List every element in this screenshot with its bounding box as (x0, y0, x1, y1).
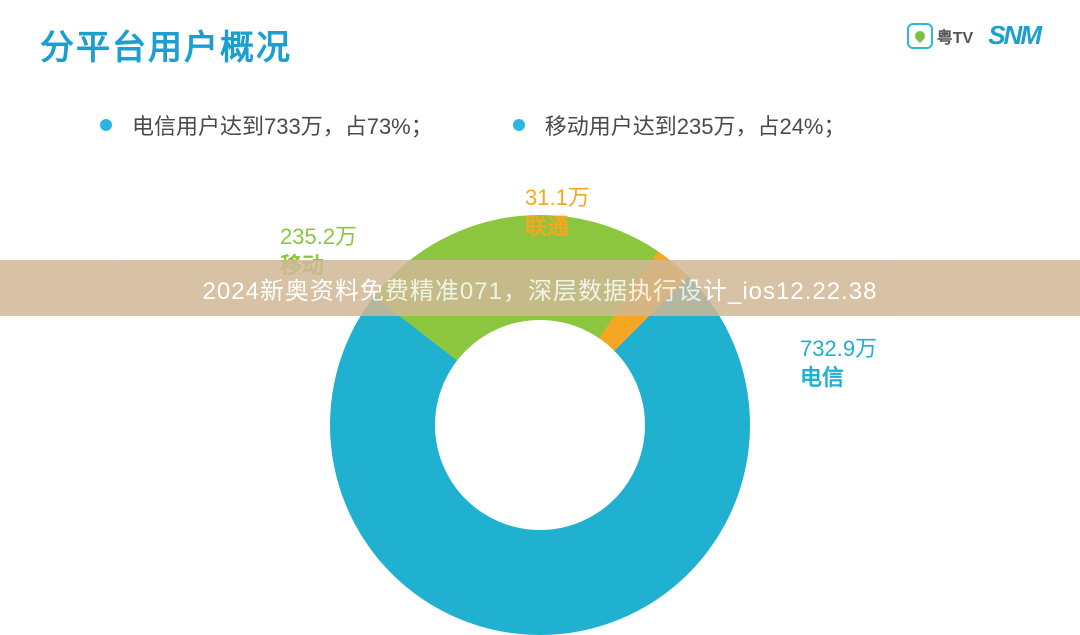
bullet-dot-icon (100, 119, 112, 131)
bullet-item: 移动用户达到235万，占24%； (513, 109, 846, 141)
chart-label-value: 31.1万 (525, 184, 590, 213)
header: 分平台用户概况 粤TV SNM (0, 0, 1080, 69)
page-title: 分平台用户概况 (40, 20, 292, 69)
chart-label-name: 联通 (525, 213, 590, 242)
logo-snm: SNM (988, 20, 1040, 51)
watermark-band: 2024新奥资料免费精准071，深层数据执行设计_ios12.22.38 (0, 260, 1080, 316)
bullet-list: 电信用户达到733万，占73%； 移动用户达到235万，占24%； (0, 69, 1080, 141)
donut-hole (435, 320, 645, 530)
logo-group: 粤TV SNM (907, 20, 1040, 51)
yuetv-icon (907, 23, 933, 49)
bullet-item: 电信用户达到733万，占73%； (100, 109, 433, 141)
logo1-text: 粤TV (937, 24, 973, 48)
bullet-text: 电信用户达到733万，占73%； (132, 109, 433, 141)
bullet-text: 移动用户达到235万，占24%； (545, 109, 846, 141)
chart-label: 31.1万联通 (525, 184, 590, 241)
chart-label-name: 电信 (800, 364, 877, 393)
bullet-dot-icon (513, 119, 525, 131)
chart-label-value: 235.2万 (280, 223, 357, 252)
watermark-text: 2024新奥资料免费精准071，深层数据执行设计_ios12.22.38 (203, 271, 878, 306)
chart-label: 732.9万电信 (800, 335, 877, 392)
logo-yuetv: 粤TV (907, 23, 973, 49)
chart-label-value: 732.9万 (800, 335, 877, 364)
